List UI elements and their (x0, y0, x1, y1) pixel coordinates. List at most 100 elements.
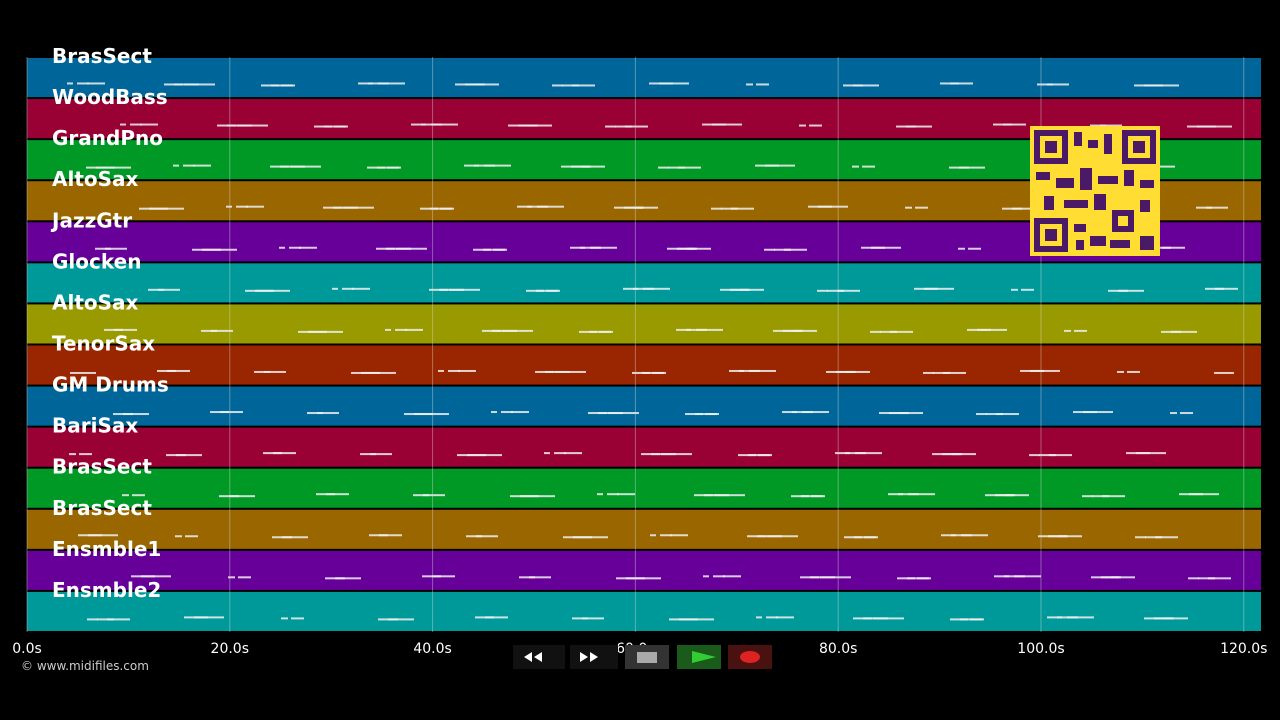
note (582, 617, 604, 620)
note (491, 411, 497, 414)
note (502, 329, 533, 332)
note (968, 247, 981, 250)
note (517, 205, 532, 208)
note (687, 247, 697, 250)
note (458, 369, 476, 372)
note (915, 206, 928, 209)
note (634, 206, 644, 209)
note (377, 166, 385, 169)
note (652, 371, 666, 374)
note (360, 453, 376, 456)
note (185, 535, 198, 538)
note (1214, 371, 1234, 374)
note (1039, 454, 1056, 457)
note (193, 164, 211, 167)
track-row (27, 550, 1261, 590)
note (519, 576, 535, 579)
note (544, 452, 550, 455)
note (332, 287, 338, 290)
note (756, 616, 762, 619)
note (149, 207, 184, 210)
note (764, 248, 775, 251)
note (870, 330, 881, 333)
note (97, 618, 114, 621)
note (1003, 123, 1012, 126)
note (641, 453, 660, 456)
note (835, 452, 850, 455)
note (1196, 206, 1212, 209)
note (546, 289, 560, 292)
note (782, 411, 797, 414)
note (899, 412, 909, 415)
note (908, 493, 935, 496)
note (1118, 289, 1144, 292)
track-label: Glocken (52, 249, 141, 273)
note (721, 207, 738, 210)
note (626, 577, 661, 580)
note (605, 125, 616, 128)
note (388, 618, 414, 621)
note (264, 370, 286, 373)
note (67, 82, 73, 85)
tick-label: 80.0s (819, 641, 857, 657)
note (87, 618, 98, 621)
track-row (27, 509, 1261, 549)
note (758, 454, 772, 457)
note (668, 166, 685, 169)
note (194, 616, 224, 619)
note (396, 247, 427, 250)
note (1215, 287, 1224, 290)
note (852, 165, 859, 168)
note (79, 453, 92, 456)
note (776, 616, 794, 619)
note (299, 246, 317, 249)
note (438, 369, 444, 372)
note (599, 330, 613, 333)
note (413, 494, 429, 497)
note (766, 616, 778, 619)
note (105, 247, 127, 250)
note (1117, 370, 1124, 373)
note (334, 125, 348, 128)
note (501, 411, 513, 414)
note (774, 248, 791, 251)
note (941, 534, 956, 537)
track-label: BrasSect (52, 455, 152, 479)
transport-controls (513, 645, 772, 669)
note (1102, 495, 1125, 498)
note (271, 84, 279, 87)
track-label: BariSax (52, 414, 138, 438)
note (411, 123, 426, 126)
note (562, 84, 579, 87)
note (660, 534, 672, 537)
track-row (27, 591, 1261, 631)
note (1153, 165, 1175, 168)
note (952, 453, 962, 456)
note (211, 329, 233, 332)
note (1206, 206, 1228, 209)
note (183, 164, 195, 167)
note (255, 289, 290, 292)
note (1171, 330, 1197, 333)
note (1170, 412, 1177, 415)
note (748, 454, 756, 457)
note (173, 164, 179, 167)
note (765, 164, 795, 167)
note (853, 84, 879, 87)
note (431, 123, 458, 126)
note (270, 165, 289, 168)
note (520, 495, 555, 498)
note (643, 287, 670, 290)
note (1074, 329, 1087, 332)
note (695, 413, 703, 416)
note (279, 246, 285, 249)
note (959, 166, 985, 169)
note (933, 371, 950, 374)
note (343, 206, 374, 209)
note (658, 166, 669, 169)
track-label: GM Drums (52, 373, 169, 397)
note (711, 207, 722, 210)
note (140, 123, 158, 126)
track-label: TenorSax (52, 332, 155, 356)
